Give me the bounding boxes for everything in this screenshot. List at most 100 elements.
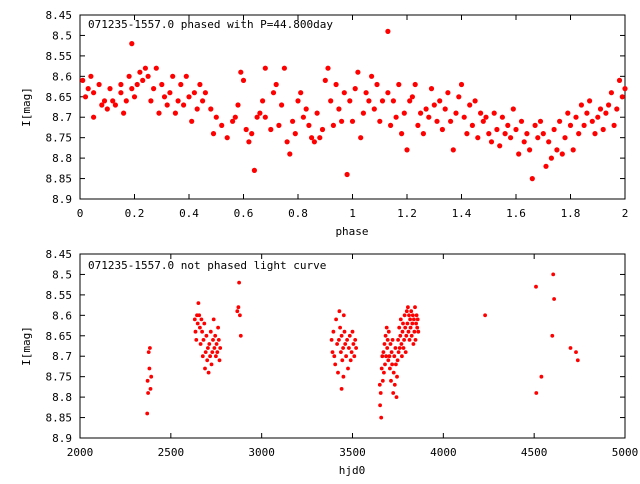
data-point bbox=[208, 329, 213, 334]
data-point bbox=[411, 342, 416, 346]
data-point bbox=[82, 94, 89, 100]
data-point bbox=[592, 131, 598, 137]
data-point bbox=[196, 301, 201, 305]
data-point bbox=[334, 317, 338, 322]
data-point bbox=[279, 102, 285, 108]
data-point bbox=[393, 346, 398, 350]
data-point bbox=[216, 338, 221, 342]
data-point bbox=[332, 354, 337, 359]
data-point bbox=[240, 77, 247, 83]
data-point bbox=[328, 98, 334, 104]
data-point bbox=[434, 118, 440, 124]
unphased-light-curve-panel: 071235-1557.0 not phased light curve hjd… bbox=[20, 248, 638, 477]
data-point bbox=[216, 325, 221, 330]
plot-frame bbox=[79, 253, 626, 439]
data-point bbox=[322, 77, 328, 83]
x-tick-label: 0.8 bbox=[288, 207, 308, 220]
data-point bbox=[333, 81, 339, 88]
data-point bbox=[379, 415, 384, 420]
data-point bbox=[197, 81, 203, 88]
data-point bbox=[347, 346, 351, 350]
data-point bbox=[378, 391, 383, 395]
data-point bbox=[309, 135, 315, 141]
y-tick-label: 8.7 bbox=[52, 111, 72, 124]
data-point bbox=[311, 139, 317, 145]
data-point bbox=[397, 346, 402, 350]
data-point bbox=[195, 321, 200, 326]
data-point bbox=[453, 110, 459, 116]
data-point bbox=[394, 362, 398, 367]
data-point bbox=[161, 94, 168, 100]
data-point bbox=[551, 126, 557, 133]
data-point bbox=[562, 135, 568, 141]
data-point bbox=[537, 118, 544, 124]
data-point bbox=[194, 106, 200, 112]
y-axis-label: I[mag] bbox=[20, 326, 33, 366]
data-point bbox=[382, 370, 386, 375]
data-point bbox=[352, 86, 358, 92]
data-point bbox=[445, 90, 451, 96]
data-point bbox=[404, 147, 410, 153]
data-point bbox=[603, 110, 609, 116]
data-point bbox=[341, 346, 345, 350]
data-point bbox=[156, 110, 162, 116]
data-point bbox=[191, 90, 197, 96]
data-point bbox=[339, 333, 344, 338]
data-point bbox=[146, 391, 151, 395]
data-point bbox=[458, 81, 465, 88]
data-point bbox=[218, 346, 223, 350]
data-point bbox=[344, 171, 350, 178]
y-tick-label: 8.8 bbox=[52, 152, 72, 165]
data-point bbox=[448, 118, 454, 124]
data-point bbox=[527, 147, 533, 153]
data-point bbox=[576, 131, 582, 137]
data-point bbox=[110, 98, 116, 104]
data-point bbox=[281, 65, 287, 71]
data-point bbox=[469, 122, 475, 128]
data-point bbox=[80, 77, 86, 83]
data-point bbox=[146, 350, 151, 354]
data-point bbox=[164, 102, 170, 108]
data-point bbox=[298, 90, 304, 96]
data-point bbox=[273, 81, 279, 88]
data-point bbox=[559, 151, 565, 157]
data-point bbox=[581, 122, 587, 128]
x-axis-label: phase bbox=[335, 225, 368, 238]
data-point bbox=[203, 350, 208, 354]
x-tick-label: 1.4 bbox=[452, 207, 472, 220]
data-point bbox=[236, 305, 241, 310]
data-point bbox=[341, 90, 347, 96]
data-point bbox=[287, 151, 293, 157]
data-point bbox=[402, 313, 407, 318]
data-point bbox=[181, 102, 187, 108]
data-point bbox=[415, 317, 420, 322]
data-point bbox=[385, 338, 390, 342]
data-point bbox=[410, 321, 415, 326]
data-point bbox=[123, 98, 129, 104]
x-tick-label: 5000 bbox=[612, 446, 639, 459]
data-point bbox=[475, 135, 481, 141]
data-point bbox=[101, 98, 108, 104]
x-tick-label: 1.2 bbox=[397, 207, 417, 220]
data-point bbox=[386, 329, 391, 334]
data-point bbox=[534, 391, 539, 395]
data-point bbox=[403, 325, 408, 330]
y-tick-label: 8.55 bbox=[46, 289, 73, 302]
data-point bbox=[574, 350, 578, 354]
data-point bbox=[418, 110, 424, 116]
y-tick-label: 8.6 bbox=[52, 70, 72, 83]
data-point bbox=[383, 362, 387, 367]
data-point bbox=[290, 118, 296, 124]
data-point bbox=[235, 309, 240, 314]
data-point bbox=[584, 110, 590, 116]
data-point bbox=[129, 86, 135, 92]
data-point bbox=[175, 98, 181, 104]
data-point bbox=[510, 106, 516, 112]
data-point bbox=[317, 135, 323, 141]
data-point bbox=[404, 333, 409, 338]
data-point bbox=[246, 139, 252, 145]
data-point bbox=[344, 354, 348, 359]
y-tick-label: 8.65 bbox=[46, 330, 73, 343]
data-point bbox=[333, 362, 338, 367]
data-point bbox=[405, 321, 410, 326]
